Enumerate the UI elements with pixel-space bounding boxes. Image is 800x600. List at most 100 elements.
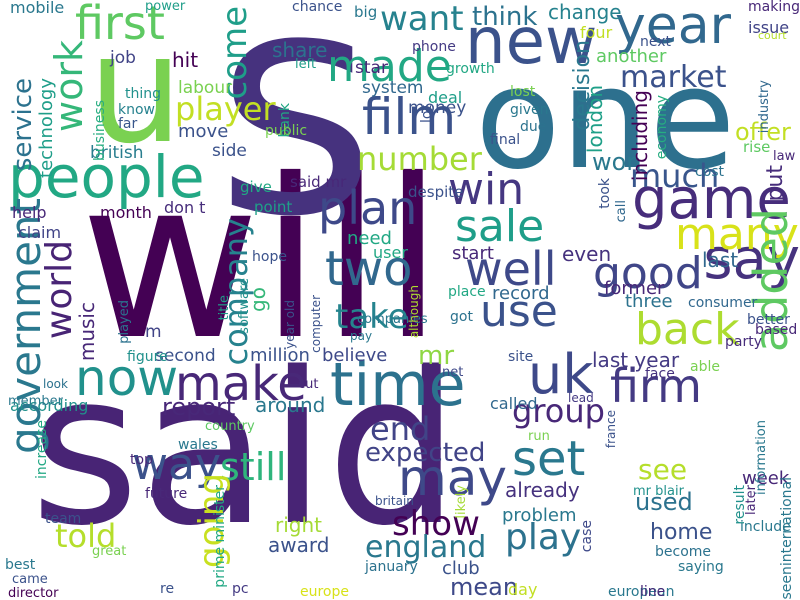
word-million: million — [250, 345, 310, 366]
word-cut: cut — [298, 377, 319, 392]
word-despite: despite — [408, 183, 464, 201]
word-best: best — [5, 557, 36, 573]
word-made: made — [327, 41, 452, 92]
word-mr: mr — [418, 341, 455, 371]
word-said-mr: said mr — [290, 173, 347, 191]
word-plan: plan — [318, 181, 418, 235]
word-number: number — [357, 140, 482, 178]
word-party: party — [725, 334, 762, 350]
word-say: say — [703, 227, 800, 292]
word-take: take — [335, 297, 409, 337]
word-better: better — [747, 312, 790, 328]
word-far: far — [118, 116, 138, 132]
word-last: last — [702, 248, 739, 272]
word-money: money — [408, 98, 467, 118]
word-now: now — [75, 349, 179, 407]
word-change: change — [548, 0, 622, 24]
word-even: even — [562, 242, 612, 266]
word-player: player — [175, 90, 276, 128]
word-s: s — [215, 0, 377, 285]
word-make: make — [175, 356, 307, 412]
word-site: site — [508, 349, 534, 365]
word-future: future — [145, 486, 188, 502]
word-london: london — [583, 85, 607, 154]
word-mr-blair: mr blair — [633, 484, 684, 499]
word-give: give — [240, 178, 272, 196]
word-sale: sale — [455, 201, 545, 252]
word-mobile: mobile — [10, 0, 65, 17]
word-win: win — [448, 164, 525, 215]
word-given: given — [510, 102, 549, 118]
word-show: show — [392, 504, 480, 544]
word-companies: companies — [357, 312, 428, 327]
word-don-t: don t — [164, 198, 206, 217]
word-year-old: year old — [283, 300, 297, 349]
word-way: way — [132, 439, 221, 490]
word-side: side — [212, 141, 247, 161]
word-m: m — [145, 322, 162, 342]
word-award: award — [268, 533, 330, 557]
word-saying: saying — [678, 559, 724, 575]
word-first: first — [75, 0, 165, 50]
word-france: france — [604, 410, 618, 449]
word-month: month — [100, 203, 152, 222]
word-phone: phone — [412, 39, 456, 55]
word-making: making — [748, 0, 800, 15]
word-although: although — [407, 285, 421, 339]
word-home: home — [650, 520, 713, 545]
word-deal: deal — [428, 88, 463, 107]
word-star: star — [355, 58, 388, 78]
word-know: know — [118, 102, 155, 118]
word-film: film — [362, 88, 457, 146]
word-net: net — [442, 365, 464, 380]
word-much: much — [630, 157, 720, 195]
word-january: january — [365, 559, 418, 575]
word-pay: pay — [350, 329, 373, 343]
word-britain: britain — [375, 494, 414, 508]
word-title: title — [217, 295, 232, 321]
word-time: time — [330, 350, 466, 420]
word-user: user — [373, 243, 408, 262]
word-second: second — [155, 346, 216, 366]
word-european: european — [608, 584, 675, 600]
word-will: will — [80, 132, 444, 388]
word-share: share — [272, 38, 328, 62]
word-become: become — [655, 544, 712, 560]
word-came: came — [12, 572, 48, 587]
word-growth: growth — [446, 61, 495, 77]
word-mean: mean — [450, 573, 519, 600]
word-rise: rise — [743, 138, 771, 156]
word-lot: lot — [419, 105, 435, 123]
word-court: court — [758, 29, 787, 42]
word-use: use — [480, 286, 558, 337]
word-likely: likely — [454, 485, 469, 519]
word-problem: problem — [502, 505, 577, 526]
word-won: won — [592, 148, 642, 176]
word-want: want — [380, 0, 464, 39]
word-year: year — [615, 0, 732, 56]
word-report: report — [162, 393, 236, 421]
word-well: well — [465, 242, 557, 296]
word-run: run — [528, 429, 550, 444]
word-play: play — [505, 517, 582, 558]
word-big: big — [354, 3, 378, 21]
word-firm: firm — [610, 359, 702, 413]
word-labour: labour — [178, 78, 233, 98]
word-need: need — [347, 228, 392, 249]
word-still: still — [220, 445, 287, 489]
word-last-year: last year — [592, 348, 680, 372]
word-team: team — [45, 511, 82, 527]
word-thing: thing — [125, 86, 162, 102]
word-music: music — [75, 302, 99, 362]
word-able: able — [690, 359, 720, 375]
word-look: look — [43, 377, 68, 391]
word-final: final — [490, 132, 521, 148]
word-case: case — [579, 520, 595, 553]
word-used: used — [635, 488, 693, 516]
word-offer: offer — [735, 118, 791, 146]
word-uk: uk — [528, 343, 594, 406]
word-pc: pc — [232, 581, 249, 597]
word-including: including — [628, 90, 652, 182]
word-re: re — [160, 581, 175, 597]
word-took: took — [597, 178, 613, 209]
